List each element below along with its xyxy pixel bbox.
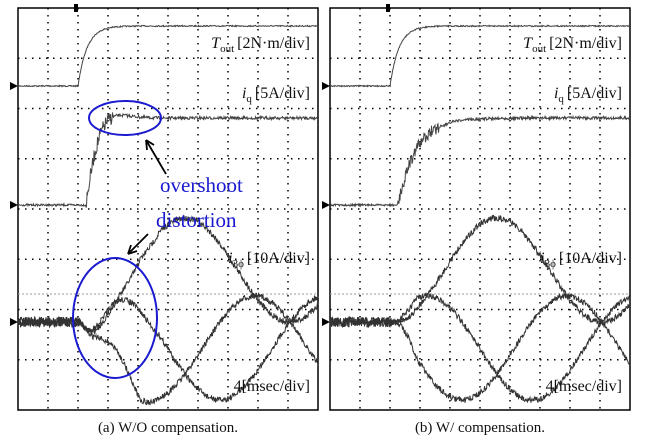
annotation: distortion <box>156 208 237 232</box>
channel-marker <box>322 82 330 90</box>
page: {"panels": [ {"caption": "(a) W/O compen… <box>0 0 647 439</box>
time-scale: 4[msec/div] <box>234 378 310 395</box>
scale: [10A/div] <box>247 250 310 267</box>
subscript: 3ϕ <box>545 258 557 270</box>
subscript: 3ϕ <box>233 258 245 270</box>
annotation: overshoot <box>160 173 243 197</box>
trigger-marker <box>386 4 390 12</box>
scale: [2N·m/div] <box>549 35 622 52</box>
channel-marker <box>322 201 330 209</box>
trigger-marker <box>74 4 78 12</box>
subscript: out <box>220 43 234 55</box>
scale: [10A/div] <box>559 250 622 267</box>
scale: [5A/div] <box>255 85 310 102</box>
caption: (b) W/ compensation. <box>415 420 545 436</box>
channel-marker <box>10 318 18 326</box>
channel-marker <box>10 201 18 209</box>
caption: (a) W/O compensation. <box>98 420 238 436</box>
subscript: q <box>246 93 252 105</box>
scope-panel: Tout[2N·m/div]iq[5A/div]i3ϕ[10A/div]4[ms… <box>10 4 318 410</box>
scale: [2N·m/div] <box>237 35 310 52</box>
figure: Tout[2N·m/div]iq[5A/div]i3ϕ[10A/div]4[ms… <box>0 0 647 439</box>
scale: [5A/div] <box>567 85 622 102</box>
subscript: out <box>532 43 546 55</box>
channel-marker <box>322 318 330 326</box>
scope-panel: Tout[2N·m/div]iq[5A/div]i3ϕ[10A/div]4[ms… <box>322 4 630 410</box>
subscript: q <box>558 93 564 105</box>
channel-marker <box>10 82 18 90</box>
time-scale: 4[msec/div] <box>546 378 622 395</box>
